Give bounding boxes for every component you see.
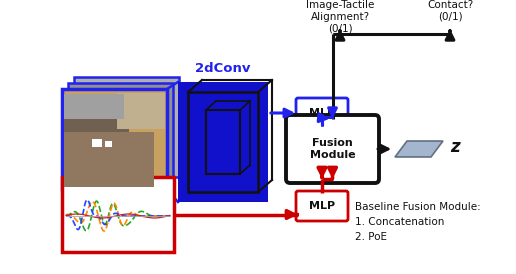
FancyBboxPatch shape (92, 139, 102, 147)
FancyBboxPatch shape (74, 77, 179, 177)
FancyBboxPatch shape (68, 83, 173, 183)
Polygon shape (395, 141, 443, 157)
Text: Fusion
Module: Fusion Module (310, 138, 356, 160)
Text: z: z (450, 138, 460, 156)
FancyBboxPatch shape (286, 115, 379, 183)
FancyBboxPatch shape (62, 177, 174, 252)
FancyBboxPatch shape (105, 141, 112, 147)
FancyBboxPatch shape (296, 98, 348, 128)
Text: 2dConv: 2dConv (195, 62, 251, 76)
FancyBboxPatch shape (296, 191, 348, 221)
FancyBboxPatch shape (117, 93, 165, 129)
FancyBboxPatch shape (62, 89, 167, 189)
FancyBboxPatch shape (178, 82, 268, 202)
FancyBboxPatch shape (64, 94, 124, 119)
Text: MLP: MLP (309, 108, 335, 118)
Text: Contact?
(0/1): Contact? (0/1) (427, 0, 473, 22)
FancyBboxPatch shape (64, 94, 129, 134)
Text: Image-Tactile
Alignment?
(0/1): Image-Tactile Alignment? (0/1) (306, 0, 374, 33)
FancyBboxPatch shape (64, 132, 154, 187)
Text: Baseline Fusion Module:
1. Concatenation
2. PoE: Baseline Fusion Module: 1. Concatenation… (355, 202, 481, 242)
Text: MLP: MLP (309, 201, 335, 211)
